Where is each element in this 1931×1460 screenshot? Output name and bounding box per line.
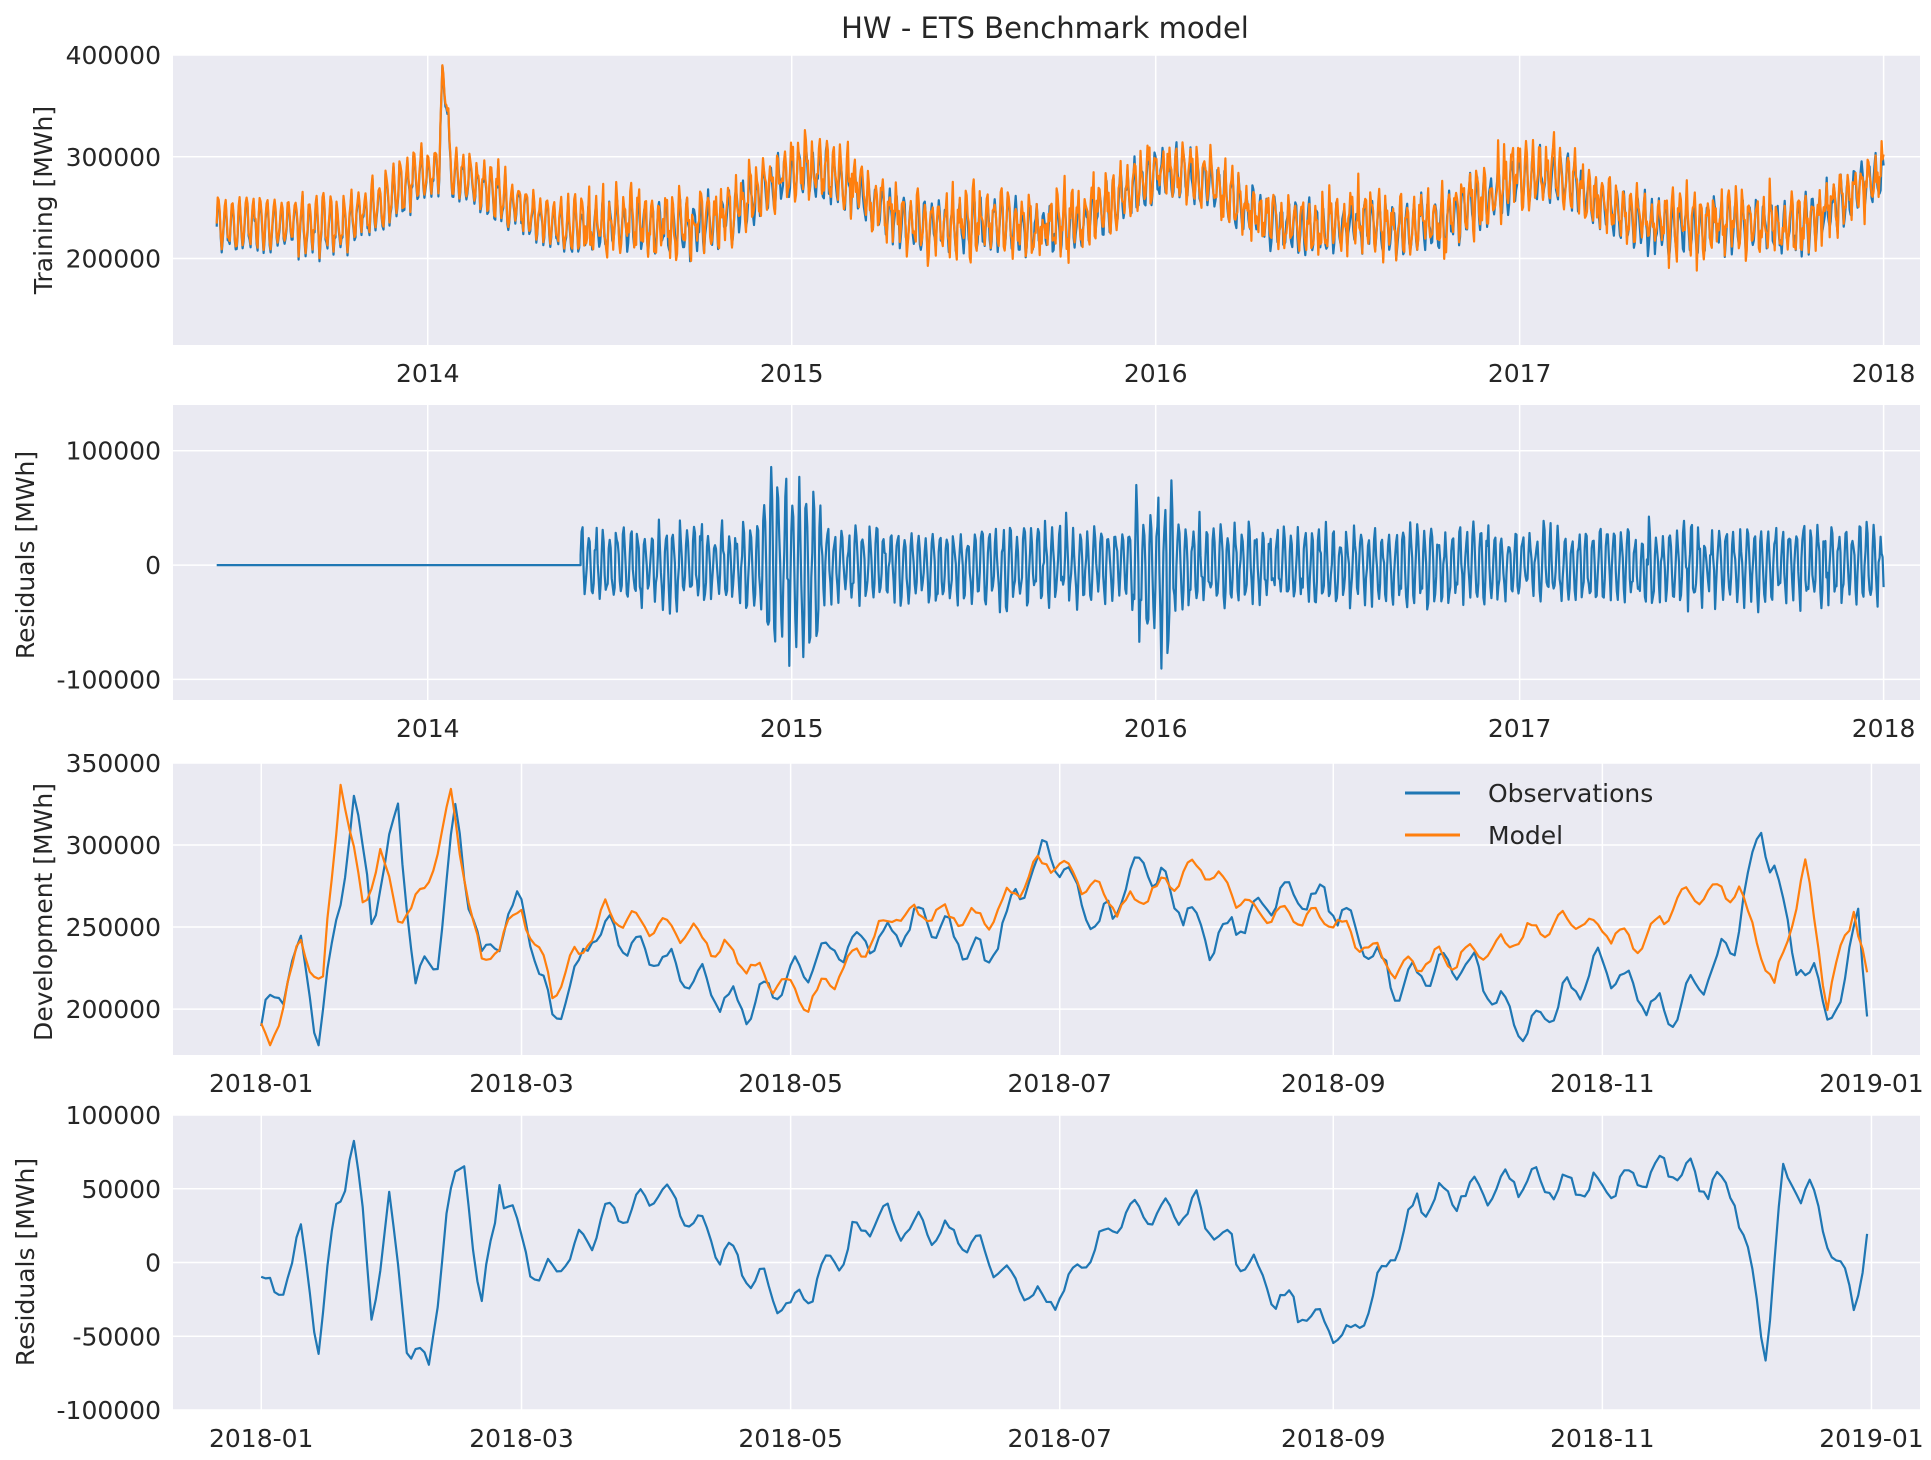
training-residuals-ytick-label: 100000 <box>66 437 161 466</box>
training-ytick-label: 300000 <box>66 143 161 172</box>
development-residuals-series <box>260 1139 1869 1366</box>
training-residuals-ytick-label: 0 <box>145 551 161 580</box>
training-xtick-label: 2016 <box>1124 359 1188 388</box>
development-xtick-label: 2018-01 <box>209 1069 313 1098</box>
training-residuals-xtick-label: 2016 <box>1124 714 1188 743</box>
training-residuals-ylabel: Residuals [MWh] <box>11 451 40 659</box>
development-residuals-xtick-label: 2018-01 <box>209 1424 313 1453</box>
training-residuals-xticks: 2014 2015 2016 2017 2018 <box>396 714 1915 743</box>
development-residuals-xtick-label: 2018-09 <box>1281 1424 1385 1453</box>
development-residuals-residuals-line <box>260 1139 1869 1366</box>
development-xtick-label: 2019-01 <box>1819 1069 1923 1098</box>
training-ylabel: Training [MWh] <box>29 106 58 295</box>
development-xtick-label: 2018-05 <box>738 1069 842 1098</box>
training-model-line <box>215 64 1885 272</box>
development-residuals-xtick-label: 2018-03 <box>469 1424 573 1453</box>
development-observations-line <box>260 794 1869 1047</box>
training-residuals-line <box>216 465 1885 670</box>
training-residuals-xtick-label: 2015 <box>760 714 824 743</box>
development-residuals-panel: -100000 -50000 0 50000 100000 2018-01 2018-03… <box>11 1101 1924 1453</box>
development-residuals-xtick-label: 2019-01 <box>1819 1424 1923 1453</box>
training-xtick-label: 2014 <box>396 359 460 388</box>
development-xtick-label: 2018-03 <box>469 1069 573 1098</box>
development-residuals-xtick-label: 2018-05 <box>738 1424 842 1453</box>
development-xtick-label: 2018-07 <box>1008 1069 1112 1098</box>
training-residuals-series <box>216 465 1885 670</box>
development-ytick-label: 250000 <box>66 913 161 942</box>
training-xtick-label: 2018 <box>1852 359 1916 388</box>
development-ylabel: Development [MWh] <box>29 783 58 1041</box>
training-ytick-label: 200000 <box>66 245 161 274</box>
development-ytick-label: 350000 <box>66 749 161 778</box>
development-residuals-ytick-label: 50000 <box>81 1175 161 1204</box>
development-residuals-grid <box>173 1114 1920 1411</box>
legend-model-label: Model <box>1488 821 1563 850</box>
figure-title: HW - ETS Benchmark model <box>841 11 1249 45</box>
training-residuals-panel: -100000 0 100000 2014 2015 2016 2017 2018 Resi… <box>11 405 1920 743</box>
development-xticks: 2018-01 2018-03 2018-05 2018-07 2018-09 2018-… <box>209 1069 1924 1098</box>
training-yticks: 200000 300000 400000 <box>66 41 161 274</box>
development-residuals-xtick-label: 2018-07 <box>1008 1424 1112 1453</box>
development-residuals-xtick-label: 2018-11 <box>1550 1424 1654 1453</box>
training-residuals-xtick-label: 2017 <box>1488 714 1552 743</box>
development-yticks: 200000 250000 300000 350000 <box>66 749 161 1024</box>
development-xtick-label: 2018-11 <box>1550 1069 1654 1098</box>
development-xtick-label: 2018-09 <box>1281 1069 1385 1098</box>
development-series <box>260 783 1869 1047</box>
development-residuals-yticks: -100000 -50000 0 50000 100000 <box>57 1101 161 1425</box>
training-residuals-xtick-label: 2018 <box>1852 714 1916 743</box>
training-ytick-label: 400000 <box>66 41 161 70</box>
development-residuals-ytick-label: -100000 <box>57 1396 161 1425</box>
development-model-line <box>260 783 1869 1047</box>
training-series <box>215 64 1885 272</box>
legend: Observations Model <box>1405 779 1653 850</box>
development-ytick-label: 300000 <box>66 831 161 860</box>
development-plot-area <box>173 763 1920 1055</box>
training-residuals-xtick-label: 2014 <box>396 714 460 743</box>
development-ytick-label: 200000 <box>66 995 161 1024</box>
development-residuals-xticks: 2018-01 2018-03 2018-05 2018-07 2018-09 2018-… <box>209 1424 1924 1453</box>
development-residuals-ytick-label: 0 <box>145 1249 161 1278</box>
training-residuals-ytick-label: -100000 <box>57 665 161 694</box>
legend-observations-label: Observations <box>1488 779 1653 808</box>
development-residuals-ytick-label: -50000 <box>72 1322 161 1351</box>
training-xtick-label: 2017 <box>1488 359 1552 388</box>
development-residuals-ylabel: Residuals [MWh] <box>11 1158 40 1366</box>
development-residuals-ytick-label: 100000 <box>66 1101 161 1130</box>
training-residuals-yticks: -100000 0 100000 <box>57 437 161 695</box>
training-xtick-label: 2015 <box>760 359 824 388</box>
training-xticks: 2014 2015 2016 2017 2018 <box>396 359 1915 388</box>
